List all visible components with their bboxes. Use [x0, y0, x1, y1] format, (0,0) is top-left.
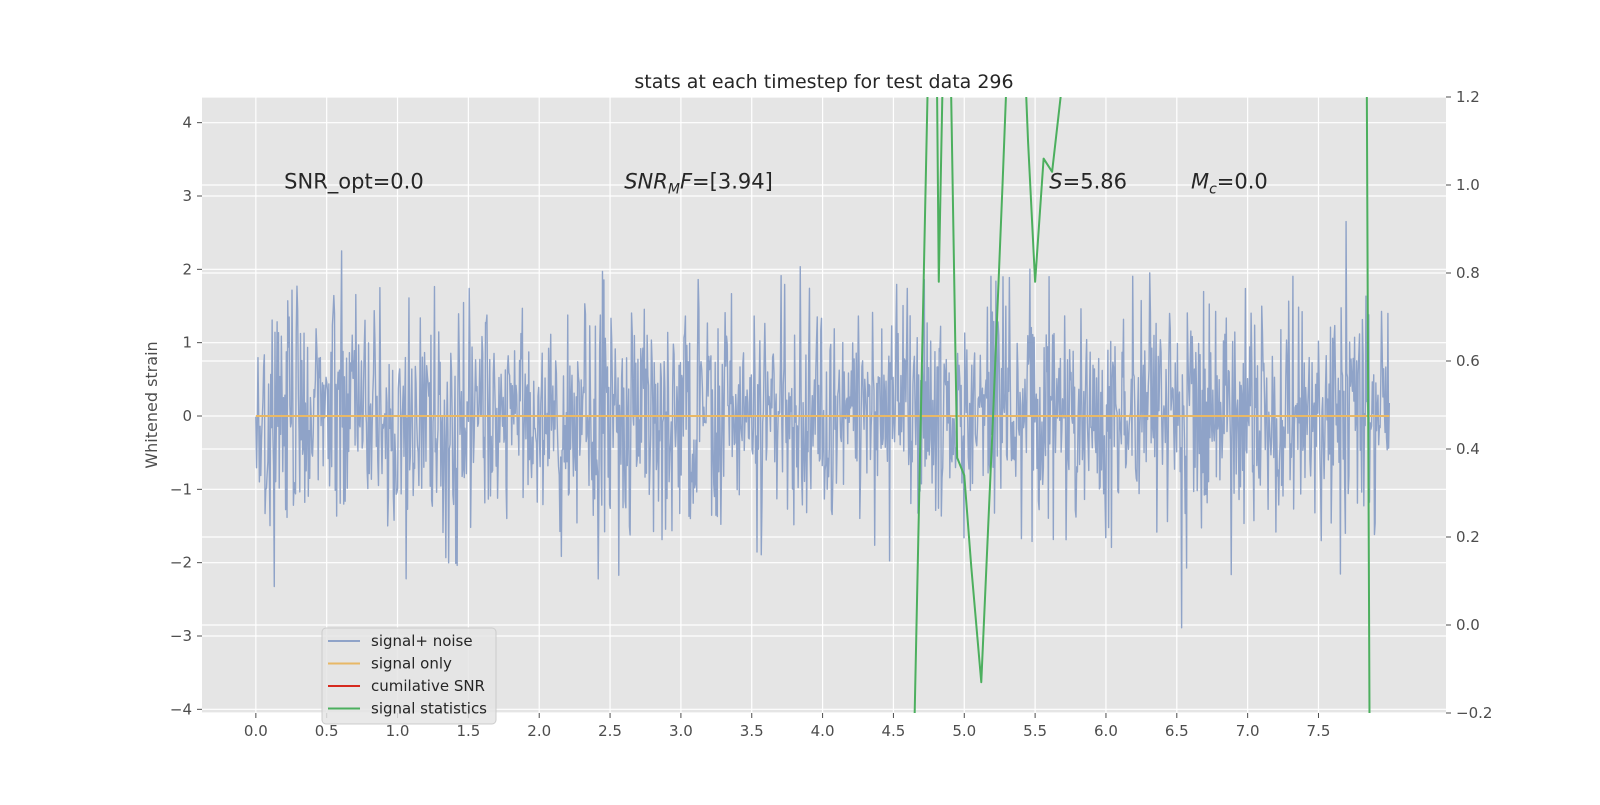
y2-tick-label: 0.4: [1456, 440, 1480, 458]
y-tick-label: 0: [182, 407, 192, 425]
y2-tick-label: −0.2: [1456, 704, 1492, 722]
series-line-signal-noise: [255, 220, 1391, 629]
x-tick-label: 6.5: [1165, 722, 1189, 740]
legend-entry-label: signal statistics: [371, 700, 487, 718]
x-tick-label: 7.0: [1236, 722, 1260, 740]
x-tick-label: 5.5: [1023, 722, 1047, 740]
x-tick-label: 1.0: [386, 722, 410, 740]
legend-entry-label: signal only: [371, 655, 452, 673]
legend-entry-label: signal+ noise: [371, 632, 473, 650]
legend: signal+ noise signal only cumilative SNR si…: [321, 627, 497, 725]
y-tick-label: −1: [170, 480, 192, 498]
x-tick-label: 4.0: [811, 722, 835, 740]
x-tick-label: 6.0: [1094, 722, 1118, 740]
y-tick-label: 2: [182, 260, 192, 278]
y-tick-label: 3: [182, 187, 192, 205]
annotation-s-stat: S=5.86: [1049, 169, 1127, 193]
axes-layer: 0.0 0.5 1.0 1.5 2.0 2.5 3.0 3.5 4.0 4.5 5.0 5.5 6.0 6…: [170, 88, 1493, 740]
y-tick-label: 4: [182, 114, 192, 132]
x-tick-label: 3.0: [669, 722, 693, 740]
x-tick-label: 0.5: [315, 722, 339, 740]
legend-entry-label: cumilative SNR: [371, 677, 485, 695]
x-tick-label: 1.5: [456, 722, 480, 740]
series-line-3: [913, 97, 1371, 713]
y2-tick-label: 1.2: [1456, 88, 1480, 106]
y2-tick-label: 0.6: [1456, 352, 1480, 370]
y-tick-label: 1: [182, 334, 192, 352]
chart-title: stats at each timestep for test data 296: [634, 71, 1013, 93]
y2-tick-label: 0.2: [1456, 528, 1480, 546]
y-tick-label: −2: [170, 554, 192, 572]
x-tick-label: 2.5: [598, 722, 622, 740]
y-axis-label: Whitened strain: [142, 341, 161, 468]
y2-tick-label: 0.8: [1456, 264, 1480, 282]
annotation-snr-mf: SNRMF=[3.94]: [624, 169, 773, 197]
x-tick-label: 3.5: [740, 722, 764, 740]
series-layer: [255, 97, 1391, 713]
x-tick-label: 5.0: [952, 722, 976, 740]
x-tick-label: 7.5: [1307, 722, 1331, 740]
x-tick-label: 4.5: [881, 722, 905, 740]
annotation-mc: Mc=0.0: [1191, 169, 1268, 197]
x-tick-label: 0.0: [244, 722, 268, 740]
annotation-snr-opt: SNR_opt=0.0: [284, 169, 424, 194]
y2-tick-label: 0.0: [1456, 616, 1480, 634]
y-tick-label: −4: [170, 700, 192, 718]
y2-tick-label: 1.0: [1456, 176, 1480, 194]
y-tick-label: −3: [170, 627, 192, 645]
x-tick-label: 2.0: [527, 722, 551, 740]
legend-box: [321, 627, 497, 725]
annotations-layer: SNR_opt=0.0 SNRMF=[3.94] S=5.86 Mc=0.0: [284, 169, 1268, 197]
